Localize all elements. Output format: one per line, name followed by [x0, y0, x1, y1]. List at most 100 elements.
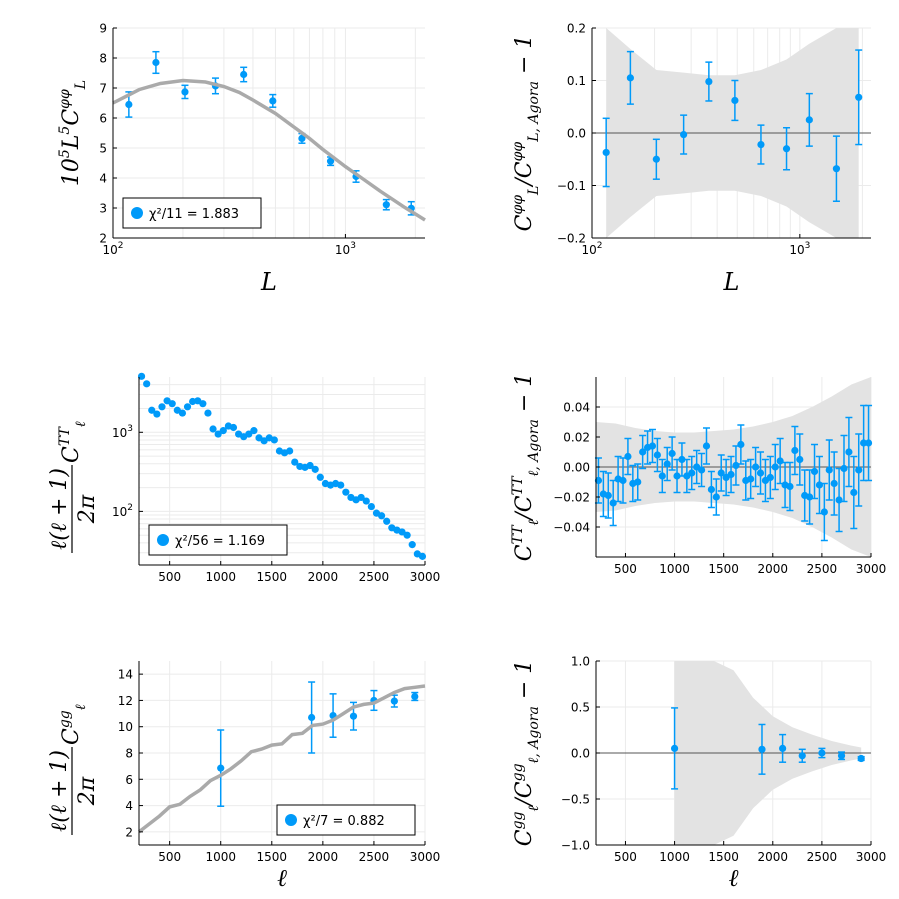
data-point [639, 448, 647, 456]
x-tick-label: 500 [158, 570, 181, 584]
data-point [382, 201, 390, 209]
data-point [820, 508, 828, 516]
legend-marker [157, 534, 169, 546]
data-point [311, 465, 319, 473]
y-tick-label: 102 [112, 503, 133, 519]
data-point [791, 446, 799, 455]
data-point [619, 476, 627, 485]
data-point [652, 155, 660, 163]
x-tick-label: 3000 [410, 850, 441, 864]
data-point [199, 400, 207, 408]
data-point [688, 469, 696, 477]
data-point [658, 472, 666, 480]
data-point [727, 470, 735, 479]
y-tick-label: 0.00 [563, 461, 590, 475]
data-point [712, 493, 720, 501]
data-point [308, 713, 316, 722]
x-tick-label: 102 [102, 241, 123, 257]
data-point [758, 745, 766, 753]
y-label-text: Cggℓ/Cggℓ, Agora − 1 [510, 660, 542, 847]
x-tick-label: 1000 [659, 562, 690, 576]
y-label-numerator: ℓ(ℓ + 1) [47, 750, 72, 832]
data-point [705, 77, 713, 86]
y-label-rest: Cggℓ [57, 704, 89, 745]
x-tick-label: 2000 [308, 850, 339, 864]
data-point [286, 447, 294, 455]
theory-curve [112, 78, 426, 222]
y-tick-label: 3 [99, 202, 107, 216]
data-point [291, 458, 299, 466]
data-point [864, 439, 873, 447]
data-point [737, 440, 745, 449]
panel-gg-ratio: 500 1000 1500 2000 2500 3000 −1.0 −0.5 0.0 0.5 1.0… [510, 655, 886, 893]
x-tick-label: 1500 [708, 562, 739, 576]
data-point [349, 712, 358, 720]
data-point [240, 70, 248, 79]
panel-phi-spectrum: 102 103 2 3 4 5 6 7 8 9 L 105L5CφφL χ²/11 = 1.883 [57, 22, 426, 296]
y-tick-label: 0.2 [567, 22, 586, 36]
legend-label: χ²/56 = 1.169 [175, 534, 265, 549]
data-point [731, 96, 739, 105]
y-axis-label: Cggℓ/Cggℓ, Agora − 1 [510, 660, 542, 847]
data-point [337, 481, 345, 489]
y-tick-label: 0.1 [567, 74, 586, 88]
y-tick-label: −0.5 [561, 793, 590, 807]
data-point [209, 425, 217, 433]
data-point [634, 478, 642, 486]
data-point [782, 145, 791, 153]
data-point [153, 410, 161, 418]
data-point [403, 531, 411, 539]
y-tick-label: −0.04 [553, 521, 590, 535]
data-point [680, 130, 688, 139]
data-point [756, 469, 765, 477]
y-tick-label: 2 [99, 232, 107, 246]
legend-box [148, 524, 288, 556]
data-point [707, 485, 716, 494]
data-point [830, 479, 838, 488]
data-point [298, 134, 306, 142]
data-point [178, 409, 187, 417]
data-point [857, 754, 865, 763]
x-tick-label: 103 [789, 241, 810, 257]
y-label-denominator: 2π [75, 776, 100, 806]
y-tick-label: 14 [118, 668, 133, 682]
data-point [776, 457, 784, 465]
data-point [624, 452, 632, 461]
y-tick-label: 10 [118, 720, 133, 734]
data-point [219, 427, 227, 435]
data-point [825, 466, 833, 474]
y-tick-label: 7 [99, 82, 107, 96]
y-tick-label: 4 [99, 172, 107, 186]
data-point [798, 752, 806, 760]
x-tick-label: 1500 [257, 850, 288, 864]
y-tick-label: 0.0 [567, 127, 586, 141]
data-point [805, 116, 813, 124]
y-tick-label: 8 [125, 747, 133, 761]
data-point [168, 400, 176, 408]
data-point [815, 481, 824, 489]
data-point [143, 380, 151, 388]
y-tick-label: 9 [99, 22, 107, 36]
data-point [342, 488, 350, 496]
y-tick-label: −1.0 [561, 839, 590, 853]
legend: χ²/7 = 0.882 [276, 804, 416, 836]
data-point [757, 140, 765, 149]
y-tick-label: 1.0 [571, 655, 590, 669]
y-tick-label: −0.2 [557, 232, 586, 246]
data-point [367, 502, 375, 511]
data-point [609, 499, 617, 507]
data-point [602, 148, 610, 157]
x-axis-label: L [260, 268, 277, 296]
y-tick-label: 12 [118, 694, 133, 708]
data-point [702, 442, 711, 450]
panel-tt-ratio: 500 1000 1500 2000 2500 3000 −0.04 −0.02 0.00 0.0… [510, 373, 886, 576]
data-point [270, 436, 278, 444]
y-label-text: CφφL/CφφL, Agora − 1 [510, 35, 542, 232]
data-point [383, 517, 391, 525]
data-point [855, 466, 863, 474]
x-tick-label: 2000 [758, 850, 789, 864]
x-tick-label: 3000 [856, 562, 887, 576]
y-tick-label: 6 [125, 773, 133, 787]
data-point [390, 697, 398, 705]
y-tick-label: 0.04 [563, 401, 590, 415]
